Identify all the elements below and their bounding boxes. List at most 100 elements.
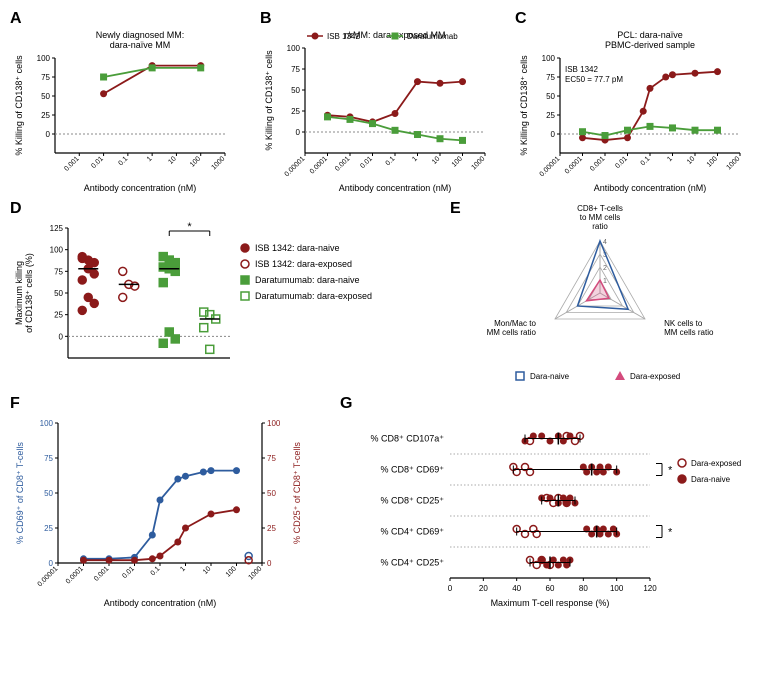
svg-text:0: 0 [59,332,64,341]
svg-text:0.01: 0.01 [614,155,629,170]
svg-text:Mon/Mac to: Mon/Mac to [494,319,536,328]
svg-text:25: 25 [54,311,63,320]
svg-text:0.0001: 0.0001 [65,565,85,585]
panel-b-label: B [260,10,505,28]
svg-text:Newly diagnosed MM:: Newly diagnosed MM: [96,30,185,40]
svg-text:% CD8⁺ CD25⁺: % CD8⁺ CD25⁺ [380,496,444,506]
svg-text:% CD69⁺ of CD8⁺ T-cells: % CD69⁺ of CD8⁺ T-cells [15,442,25,544]
svg-text:100: 100 [267,419,281,428]
svg-text:50: 50 [54,289,63,298]
svg-text:0.001: 0.001 [589,155,606,172]
svg-text:Antibody concentration (nM): Antibody concentration (nM) [84,183,197,193]
svg-text:1: 1 [146,155,154,163]
svg-text:0.00001: 0.00001 [539,155,562,178]
svg-text:0.001: 0.001 [63,155,80,172]
svg-text:40: 40 [512,584,521,593]
svg-text:100: 100 [50,246,64,255]
svg-text:1: 1 [603,278,607,285]
svg-text:25: 25 [44,524,53,533]
svg-text:100: 100 [189,155,202,168]
svg-text:100: 100 [287,44,301,53]
svg-text:of CD138⁺ cells (%): of CD138⁺ cells (%) [24,253,34,333]
svg-text:% Killing of CD138⁺ cells: % Killing of CD138⁺ cells [14,55,24,156]
svg-text:% CD25⁺ of CD8⁺ T-cells: % CD25⁺ of CD8⁺ T-cells [292,442,302,544]
panel-c: C 02550751000.000010.00010.0010.010.1110… [515,10,760,185]
svg-text:10: 10 [167,155,178,166]
chart-g: 020406080100120Maximum T-cell response (… [340,413,750,608]
svg-text:1000: 1000 [470,155,486,171]
svg-text:ISB 1342: dara-exposed: ISB 1342: dara-exposed [255,259,352,269]
svg-text:50: 50 [291,86,300,95]
svg-text:100: 100 [610,584,624,593]
svg-text:50: 50 [41,92,50,101]
svg-text:1: 1 [666,155,674,163]
chart-e: 1234CD8+ T-cellsto MM cellsratioNK cells… [450,218,750,388]
svg-text:Daratumumab: dara-exposed: Daratumumab: dara-exposed [255,291,372,301]
svg-text:1000: 1000 [210,155,226,171]
svg-text:ISB 1342: ISB 1342 [565,65,598,74]
svg-text:75: 75 [267,454,276,463]
svg-text:ISB 1342: ISB 1342 [327,32,360,41]
svg-text:Dara-naive: Dara-naive [691,475,731,484]
svg-text:120: 120 [643,584,657,593]
svg-text:10: 10 [686,155,697,166]
svg-text:Daratumumab: dara-naive: Daratumumab: dara-naive [255,275,360,285]
svg-text:Antibody concentration (nM): Antibody concentration (nM) [339,183,452,193]
svg-text:1000: 1000 [725,155,741,171]
svg-text:0: 0 [46,130,51,139]
svg-text:100: 100 [40,419,54,428]
svg-text:Maximum T-cell response (%): Maximum T-cell response (%) [491,598,610,608]
svg-text:NK cells to: NK cells to [664,319,703,328]
svg-text:Antibody concentration (nM): Antibody concentration (nM) [104,598,217,608]
svg-text:EC50 = 77.7 pM: EC50 = 77.7 pM [565,75,623,84]
svg-text:80: 80 [579,584,588,593]
svg-text:25: 25 [546,111,555,120]
svg-text:CD8+ T-cells: CD8+ T-cells [577,204,623,213]
svg-text:10: 10 [431,155,442,166]
svg-text:50: 50 [267,489,276,498]
panel-a-label: A [10,10,250,28]
svg-text:to MM cells: to MM cells [580,213,620,222]
svg-text:10: 10 [202,565,213,576]
svg-text:100: 100 [451,155,464,168]
svg-text:25: 25 [291,107,300,116]
svg-text:PBMC-derived sample: PBMC-derived sample [605,40,695,50]
svg-text:50: 50 [546,92,555,101]
svg-text:0.001: 0.001 [93,565,110,582]
svg-text:25: 25 [267,524,276,533]
svg-text:% CD4⁺ CD69⁺: % CD4⁺ CD69⁺ [380,527,444,537]
svg-text:0.01: 0.01 [121,565,136,580]
panel-g: G 020406080100120Maximum T-cell response… [340,395,760,600]
chart-f: 002525505075751001000.000010.00010.0010.… [10,413,310,608]
svg-text:75: 75 [44,454,53,463]
svg-text:2: 2 [603,265,607,272]
svg-text:*: * [668,527,673,539]
svg-text:Dara-exposed: Dara-exposed [691,459,741,468]
chart-b: 02550751000.000010.00010.0010.010.111010… [260,28,495,193]
panel-b: B 02550751000.000010.00010.0010.010.1110… [260,10,505,185]
svg-text:0: 0 [267,559,272,568]
panel-e: E 1234CD8+ T-cellsto MM cellsratioNK cel… [450,200,760,375]
svg-text:0.0001: 0.0001 [309,155,329,175]
svg-text:PCL: dara-naïve: PCL: dara-naïve [617,30,683,40]
svg-text:100: 100 [542,54,556,63]
svg-text:% Killing of CD138⁺ cells: % Killing of CD138⁺ cells [519,55,529,156]
svg-text:*: * [668,465,673,477]
svg-text:100: 100 [225,565,238,578]
svg-text:75: 75 [54,267,63,276]
svg-text:100: 100 [706,155,719,168]
panel-a: A 02550751000.0010.010.11101001000Newly … [10,10,250,185]
svg-text:MM cells ratio: MM cells ratio [487,328,537,337]
svg-text:Maximum killing: Maximum killing [14,261,24,325]
svg-text:50: 50 [44,489,53,498]
svg-text:100: 100 [37,54,51,63]
svg-text:0.1: 0.1 [385,155,397,167]
svg-text:75: 75 [546,73,555,82]
svg-text:20: 20 [479,584,488,593]
svg-text:60: 60 [546,584,555,593]
svg-text:*: * [187,221,192,233]
svg-text:0.00001: 0.00001 [37,565,60,588]
svg-text:ISB 1342: dara-naive: ISB 1342: dara-naive [255,243,340,253]
svg-text:Dara-exposed: Dara-exposed [630,372,680,381]
svg-text:75: 75 [291,65,300,74]
